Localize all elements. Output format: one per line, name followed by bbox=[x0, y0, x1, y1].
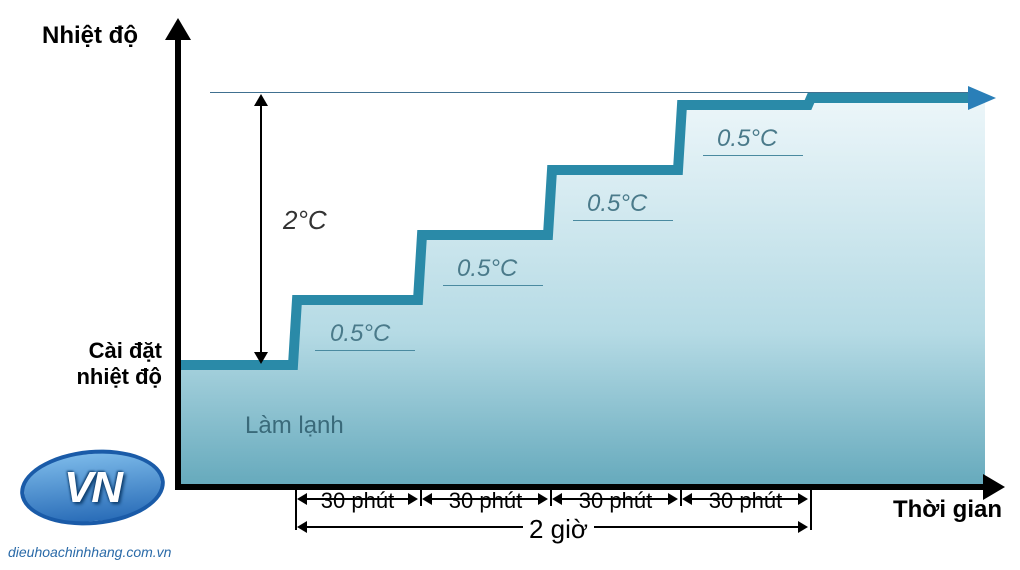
range-label: 2°C bbox=[283, 205, 327, 236]
interval-label-4: 30 phút bbox=[683, 488, 808, 514]
logo-text: VN bbox=[20, 450, 165, 525]
interval-label-3: 30 phút bbox=[553, 488, 678, 514]
step-underline-3 bbox=[573, 220, 673, 221]
site-url: dieuhoachinhhang.com.vn bbox=[8, 544, 171, 560]
y-axis-arrow-icon bbox=[165, 18, 191, 40]
interval-container: 30 phút 30 phút 30 phút 30 phút 2 giờ bbox=[175, 490, 995, 540]
range-arrow-vertical bbox=[260, 102, 262, 356]
step-label-2: 0.5°C bbox=[457, 255, 517, 283]
y-axis bbox=[175, 30, 181, 490]
step-underline-2 bbox=[443, 285, 543, 286]
step-label-3: 0.5°C bbox=[587, 190, 647, 218]
interval-tick bbox=[810, 484, 812, 530]
step-underline-4 bbox=[703, 155, 803, 156]
setting-label: Cài đặt nhiệt độ bbox=[52, 338, 162, 391]
interval-label-2: 30 phút bbox=[423, 488, 548, 514]
cooling-label: Làm lạnh bbox=[245, 412, 344, 440]
step-label-4: 0.5°C bbox=[717, 125, 777, 153]
interval-label-1: 30 phút bbox=[295, 488, 420, 514]
step-underline-1 bbox=[315, 350, 415, 351]
total-time-label: 2 giờ bbox=[523, 514, 594, 545]
y-axis-label: Nhiệt độ bbox=[42, 22, 138, 50]
setting-label-text: Cài đặt nhiệt độ bbox=[76, 338, 162, 389]
step-label-1: 0.5°C bbox=[330, 320, 390, 348]
brand-logo: VN bbox=[20, 450, 165, 525]
top-reference-line bbox=[210, 92, 970, 93]
final-arrow-icon bbox=[968, 86, 996, 110]
